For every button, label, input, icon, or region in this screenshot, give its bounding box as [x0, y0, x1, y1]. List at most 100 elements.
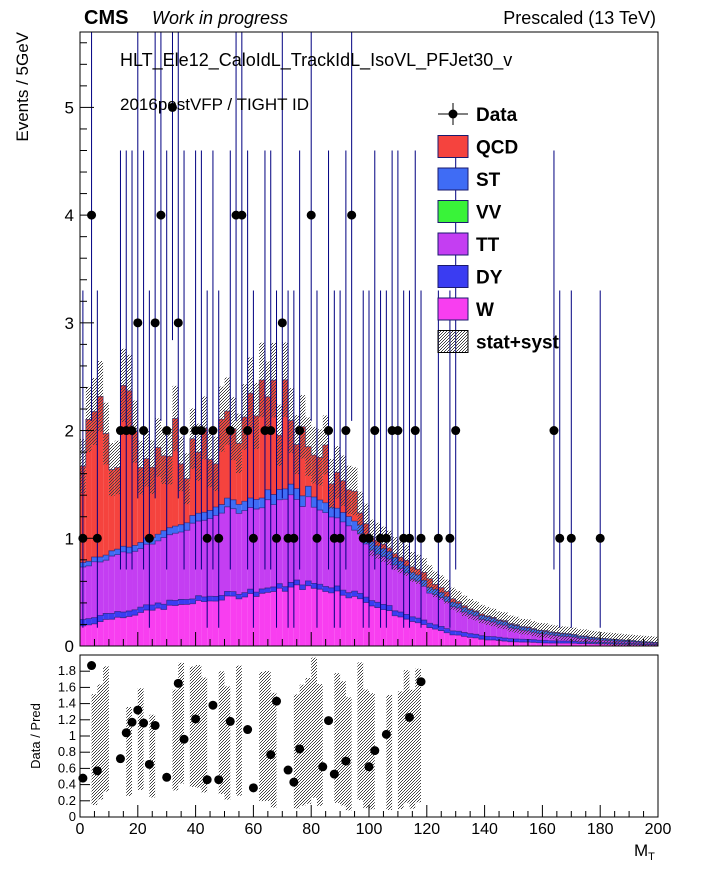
stack-bar-w: [167, 605, 173, 646]
ratio-x-tick-label: 160: [529, 821, 556, 838]
stack-bar-w: [323, 591, 329, 646]
ratio-uncertainty-bin: [265, 671, 271, 801]
stack-bar-tt: [184, 530, 190, 599]
stack-bar-tt: [190, 523, 196, 599]
data-point: [93, 534, 102, 543]
stack-bar-w: [190, 604, 196, 646]
ratio-x-tick-label: 100: [356, 821, 383, 838]
stack-bar-w: [427, 628, 433, 646]
legend-label: W: [476, 300, 494, 321]
stack-bar-st: [97, 557, 103, 562]
stack-bar-dy: [207, 596, 213, 601]
uncertainty-bin: [138, 441, 144, 495]
stack-bar-w: [531, 642, 537, 646]
uncertainty-bin: [282, 342, 288, 417]
stack-bar-tt: [230, 509, 236, 592]
data-point: [405, 534, 414, 543]
ratio-point: [145, 760, 154, 769]
stack-bar-dy: [288, 582, 294, 587]
uncertainty-bin: [184, 453, 190, 504]
data-point: [208, 426, 217, 435]
uncertainty-bin: [629, 635, 635, 646]
uncertainty-bin: [427, 565, 433, 592]
stack-bar-st: [311, 497, 317, 507]
stack-bar-tt: [433, 595, 439, 625]
stack-bar-st: [329, 507, 335, 517]
stack-bar-tt: [109, 556, 115, 613]
uncertainty-bin: [305, 417, 311, 476]
data-point: [596, 534, 605, 543]
work-in-progress-label: Work in progress: [152, 8, 288, 28]
stack-bar-w: [485, 640, 491, 646]
ratio-point: [370, 746, 379, 755]
stack-bar-w: [86, 625, 92, 646]
stack-bar-dy: [305, 581, 311, 586]
ratio-point: [87, 661, 96, 670]
ratio-x-tick-label: 120: [413, 821, 440, 838]
data-point: [272, 534, 281, 543]
ratio-point: [266, 750, 275, 759]
stack-bar-tt: [242, 510, 248, 592]
uncertainty-bin: [155, 418, 161, 476]
stack-bar-tt: [375, 554, 381, 602]
uncertainty-bin: [126, 355, 132, 427]
ratio-uncertainty-bin: [415, 669, 421, 803]
uncertainty-bin: [618, 634, 624, 646]
stack-bar-dy: [508, 639, 514, 642]
legend-swatch-tt: [438, 233, 468, 255]
stack-bar-st: [172, 526, 178, 533]
ratio-point: [139, 719, 148, 728]
data-point: [382, 534, 391, 543]
data-point: [133, 318, 142, 327]
uncertainty-bin: [577, 629, 583, 642]
stack-bar-st: [161, 531, 167, 538]
uncertainty-bin: [120, 349, 126, 422]
ratio-uncertainty-bin: [363, 689, 369, 808]
ratio-point: [365, 762, 374, 771]
data-point: [145, 534, 154, 543]
stack-bar-st: [323, 503, 329, 513]
stack-bar-dy: [323, 587, 329, 592]
uncertainty-bin: [259, 343, 265, 418]
stack-bar-w: [242, 597, 248, 646]
stack-bar-tt: [334, 518, 340, 586]
stack-bar-st: [207, 510, 213, 518]
ratio-uncertainty-bin: [196, 665, 202, 788]
stack-bar-st: [132, 545, 138, 551]
stack-bar-w: [184, 604, 190, 646]
main-y-tick-label: 1: [65, 529, 74, 548]
stack-bar-st: [305, 486, 311, 496]
ratio-point: [405, 713, 414, 722]
ratio-x-tick-label: 140: [471, 821, 498, 838]
stack-bar-tt: [282, 499, 288, 586]
stack-bar-tt: [132, 551, 138, 609]
stack-bar-tt: [138, 549, 144, 607]
data-point: [451, 426, 460, 435]
data-point: [151, 318, 160, 327]
legend-label: VV: [476, 203, 502, 224]
stack-bar-dy: [519, 639, 525, 642]
ratio-y-tick-label: 1.8: [58, 663, 76, 678]
stack-bar-dy: [311, 583, 317, 588]
stack-bar-st: [334, 508, 340, 518]
stack-bar-tt: [144, 544, 150, 605]
stack-bar-w: [271, 591, 277, 646]
uncertainty-bin: [589, 631, 595, 644]
x-axis-title-subscript: T: [648, 851, 655, 863]
stack-bar-dy: [415, 618, 421, 623]
stack-bar-st: [120, 546, 126, 552]
ratio-y-tick-label: 1.4: [58, 696, 76, 711]
stack-bar-tt: [213, 515, 219, 596]
stack-bar-tt: [409, 579, 415, 617]
stack-bar-w: [172, 606, 178, 646]
uncertainty-bin: [265, 362, 271, 433]
stack-bar-w: [508, 642, 514, 646]
uncertainty-bin: [496, 611, 502, 628]
stack-bar-tt: [86, 566, 92, 619]
legend-marker-data: [449, 110, 458, 119]
ratio-uncertainty-bin: [190, 666, 196, 786]
stack-bar-dy: [473, 634, 479, 638]
ratio-point: [203, 775, 212, 784]
stack-bar-tt: [259, 508, 265, 589]
stack-bar-tt: [253, 509, 259, 592]
